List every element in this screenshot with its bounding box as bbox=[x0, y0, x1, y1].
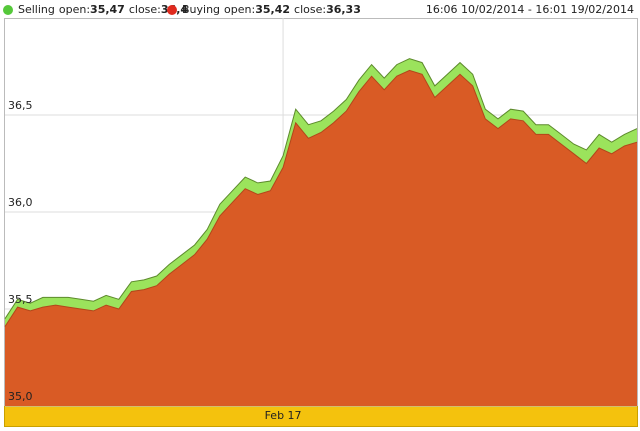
legend-open: 35,47 bbox=[90, 3, 125, 16]
area bbox=[5, 70, 637, 407]
legend-marker bbox=[3, 5, 13, 15]
legend-name: Selling bbox=[18, 3, 55, 16]
legend-close-label: close: bbox=[129, 3, 161, 16]
legend-close-label: close: bbox=[294, 3, 326, 16]
y-tick-label: 35,5 bbox=[8, 293, 33, 306]
x-tick-label: Feb 17 bbox=[265, 409, 302, 422]
legend-open-label: open: bbox=[224, 3, 255, 16]
legend-name: Buying bbox=[182, 3, 220, 16]
legend-entry: Buying open:35,42 close:36,33 bbox=[182, 3, 361, 16]
y-tick-label: 36,0 bbox=[8, 196, 33, 209]
y-tick-label: 35,0 bbox=[8, 390, 33, 403]
x-axis-band bbox=[4, 406, 638, 427]
y-tick-label: 36,5 bbox=[8, 99, 33, 112]
legend-marker bbox=[167, 5, 177, 15]
area-line bbox=[4, 58, 638, 319]
date-range: 16:06 10/02/2014 - 16:01 19/02/2014 bbox=[426, 3, 634, 16]
legend-close: 36,33 bbox=[326, 3, 361, 16]
legend-open-label: open: bbox=[59, 3, 90, 16]
legend-open: 35,42 bbox=[255, 3, 290, 16]
area-line bbox=[4, 69, 638, 327]
